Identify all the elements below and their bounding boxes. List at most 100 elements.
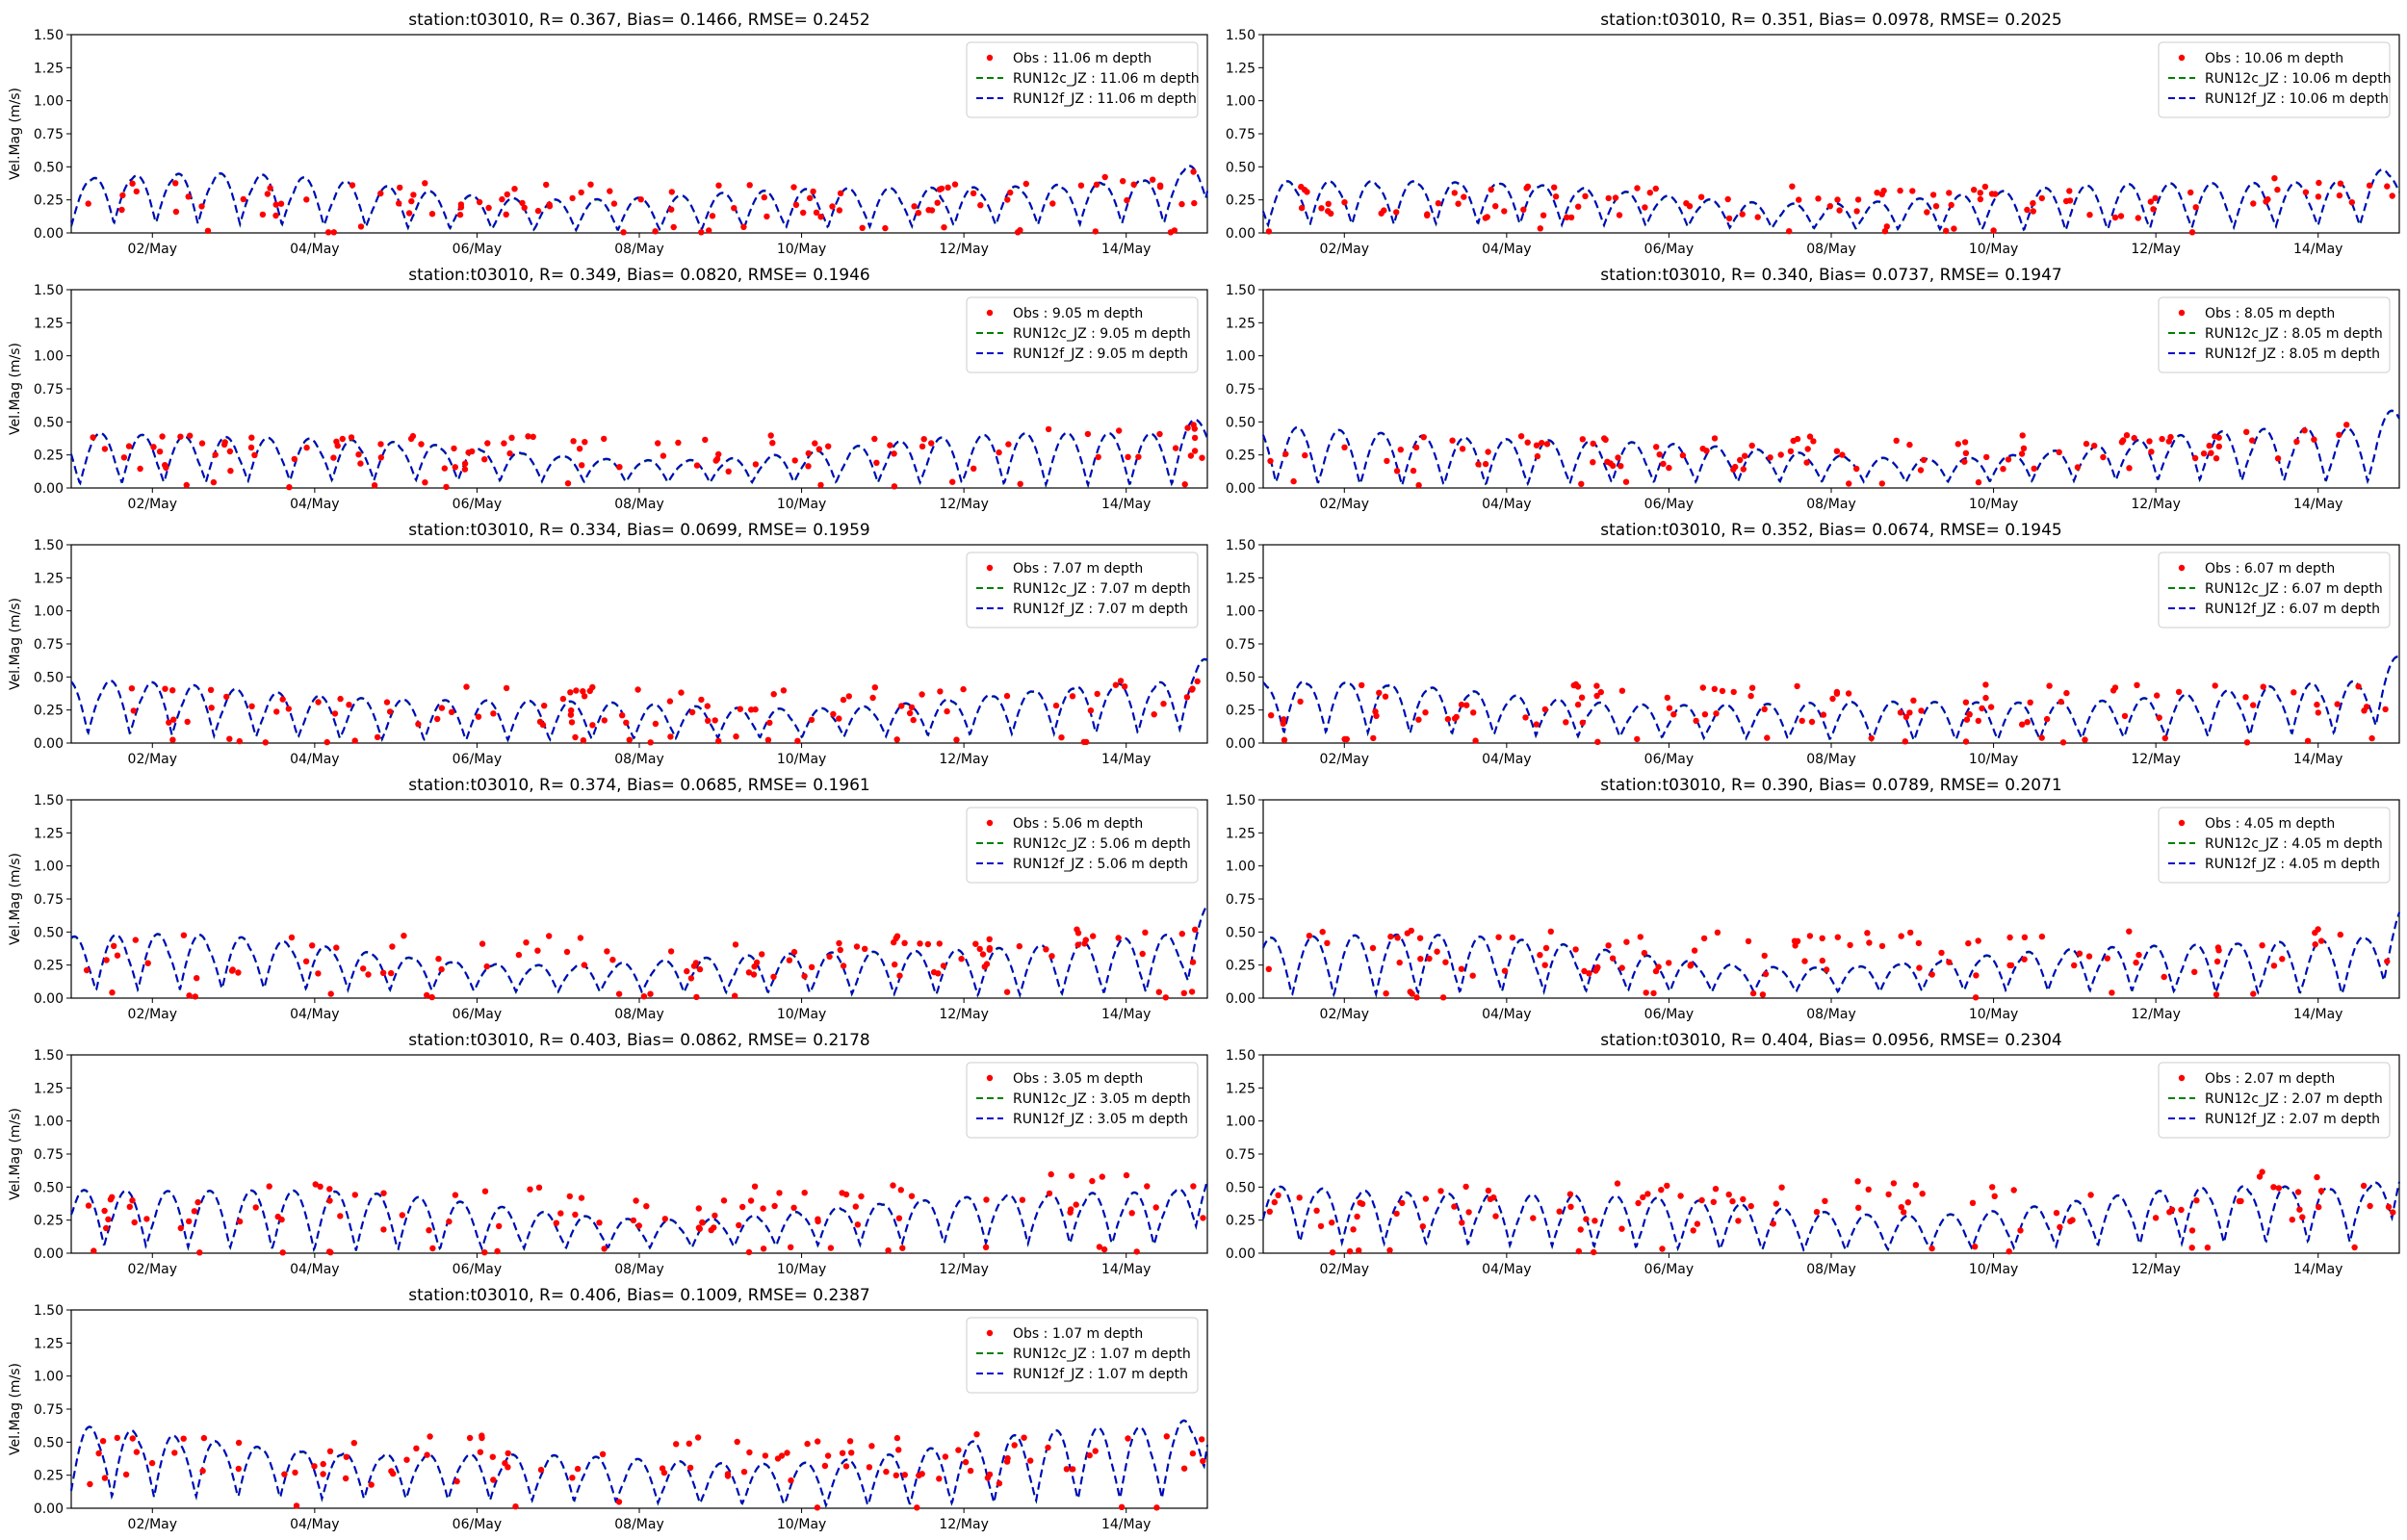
x-tick-label: 02/May [128, 1262, 177, 1277]
obs-point [2289, 1217, 2295, 1223]
obs-point [481, 456, 488, 463]
x-tick-label: 02/May [1320, 752, 1369, 767]
obs-point [2259, 1168, 2265, 1175]
obs-point [1520, 206, 1527, 213]
obs-point [1290, 477, 1297, 485]
obs-point [769, 440, 776, 447]
obs-point [1180, 1465, 1188, 1472]
obs-point [1472, 737, 1479, 744]
obs-point [333, 944, 340, 951]
obs-point [805, 463, 812, 470]
obs-point [120, 454, 128, 461]
obs-point [652, 720, 660, 728]
obs-point [2104, 955, 2110, 962]
obs-point [1954, 441, 1962, 448]
obs-point [1742, 452, 1748, 459]
obs-point [543, 181, 550, 189]
obs-point [1578, 694, 1586, 701]
obs-point [837, 190, 844, 196]
obs-point [1551, 184, 1558, 191]
obs-point [928, 440, 935, 447]
obs-point [333, 438, 340, 445]
y-tick-label: 0.75 [34, 127, 64, 142]
obs-point [185, 193, 192, 200]
obs-point [2367, 1202, 2373, 1210]
obs-point [1885, 1191, 1892, 1198]
obs-point [1605, 194, 1612, 202]
obs-point [1906, 441, 1913, 449]
obs-point [2085, 953, 2093, 960]
obs-point [1324, 939, 1331, 946]
obs-point [2368, 734, 2375, 742]
obs-point [1874, 190, 1880, 196]
obs-point [821, 1462, 829, 1470]
x-tick-label: 10/May [777, 1262, 826, 1277]
obs-point [1282, 450, 1289, 457]
legend-box [2158, 41, 2391, 118]
obs-point [343, 1453, 349, 1460]
legend: Obs : 2.07 m depth RUN12c_JZ : 2.07 m dep… [2158, 1062, 2391, 1139]
y-tick-label: 0.75 [34, 892, 64, 908]
obs-point [1961, 439, 1969, 446]
obs-point [1762, 970, 1770, 978]
obs-point [2006, 1248, 2012, 1255]
y-tick-label: 0.00 [1226, 736, 1255, 752]
obs-point [694, 1434, 702, 1441]
obs-point [443, 483, 450, 491]
obs-point [194, 975, 200, 982]
obs-point [1898, 933, 1904, 939]
legend: Obs : 1.07 m depth RUN12c_JZ : 1.07 m dep… [966, 1317, 1199, 1394]
obs-point [1540, 212, 1547, 218]
obs-point [172, 208, 180, 216]
obs-point [667, 733, 674, 740]
obs-point [1853, 465, 1860, 473]
obs-point [1597, 688, 1605, 696]
obs-point [1710, 1198, 1718, 1206]
obs-point [183, 481, 190, 489]
legend-entry: Obs : 5.06 m depth [1013, 816, 1143, 832]
x-tick-label: 06/May [1644, 1007, 1694, 1022]
obs-point [887, 442, 893, 449]
obs-point [589, 683, 596, 691]
obs-point [499, 195, 505, 203]
obs-point [1833, 688, 1841, 696]
obs-point [1644, 1191, 1651, 1197]
obs-point [647, 739, 654, 746]
obs-point [1637, 934, 1644, 940]
y-tick-label: 0.50 [1226, 415, 1255, 430]
y-tick-label: 0.00 [34, 1502, 64, 1517]
obs-point [1151, 711, 1157, 718]
obs-point [1275, 1192, 1281, 1199]
obs-point [303, 196, 310, 203]
obs-point [320, 1471, 326, 1477]
obs-point [452, 464, 458, 471]
series-line-run12f [1262, 1181, 2400, 1252]
obs-point [91, 1247, 97, 1254]
obs-point [184, 718, 191, 726]
y-tick-label: 0.50 [34, 670, 64, 685]
obs-point [845, 693, 852, 700]
obs-point [422, 479, 428, 486]
obs-point [109, 1194, 116, 1201]
obs-point [2046, 682, 2053, 689]
obs-point [958, 956, 965, 962]
obs-point [172, 180, 179, 187]
obs-point [569, 194, 576, 202]
x-tick-label: 12/May [939, 242, 988, 257]
obs-point [177, 433, 184, 440]
obs-point [2024, 206, 2031, 214]
obs-point [1422, 1195, 1430, 1202]
obs-point [1924, 209, 1930, 216]
obs-point [791, 457, 798, 464]
x-tick-label: 04/May [290, 242, 339, 257]
obs-point [1552, 193, 1560, 200]
x-tick-label: 08/May [1806, 242, 1855, 257]
obs-point [1387, 933, 1394, 940]
obs-point [1906, 709, 1913, 716]
obs-point [380, 1226, 387, 1233]
obs-point [709, 213, 716, 219]
obs-point [1369, 944, 1377, 952]
obs-point [733, 733, 739, 740]
obs-point [1199, 454, 1205, 461]
